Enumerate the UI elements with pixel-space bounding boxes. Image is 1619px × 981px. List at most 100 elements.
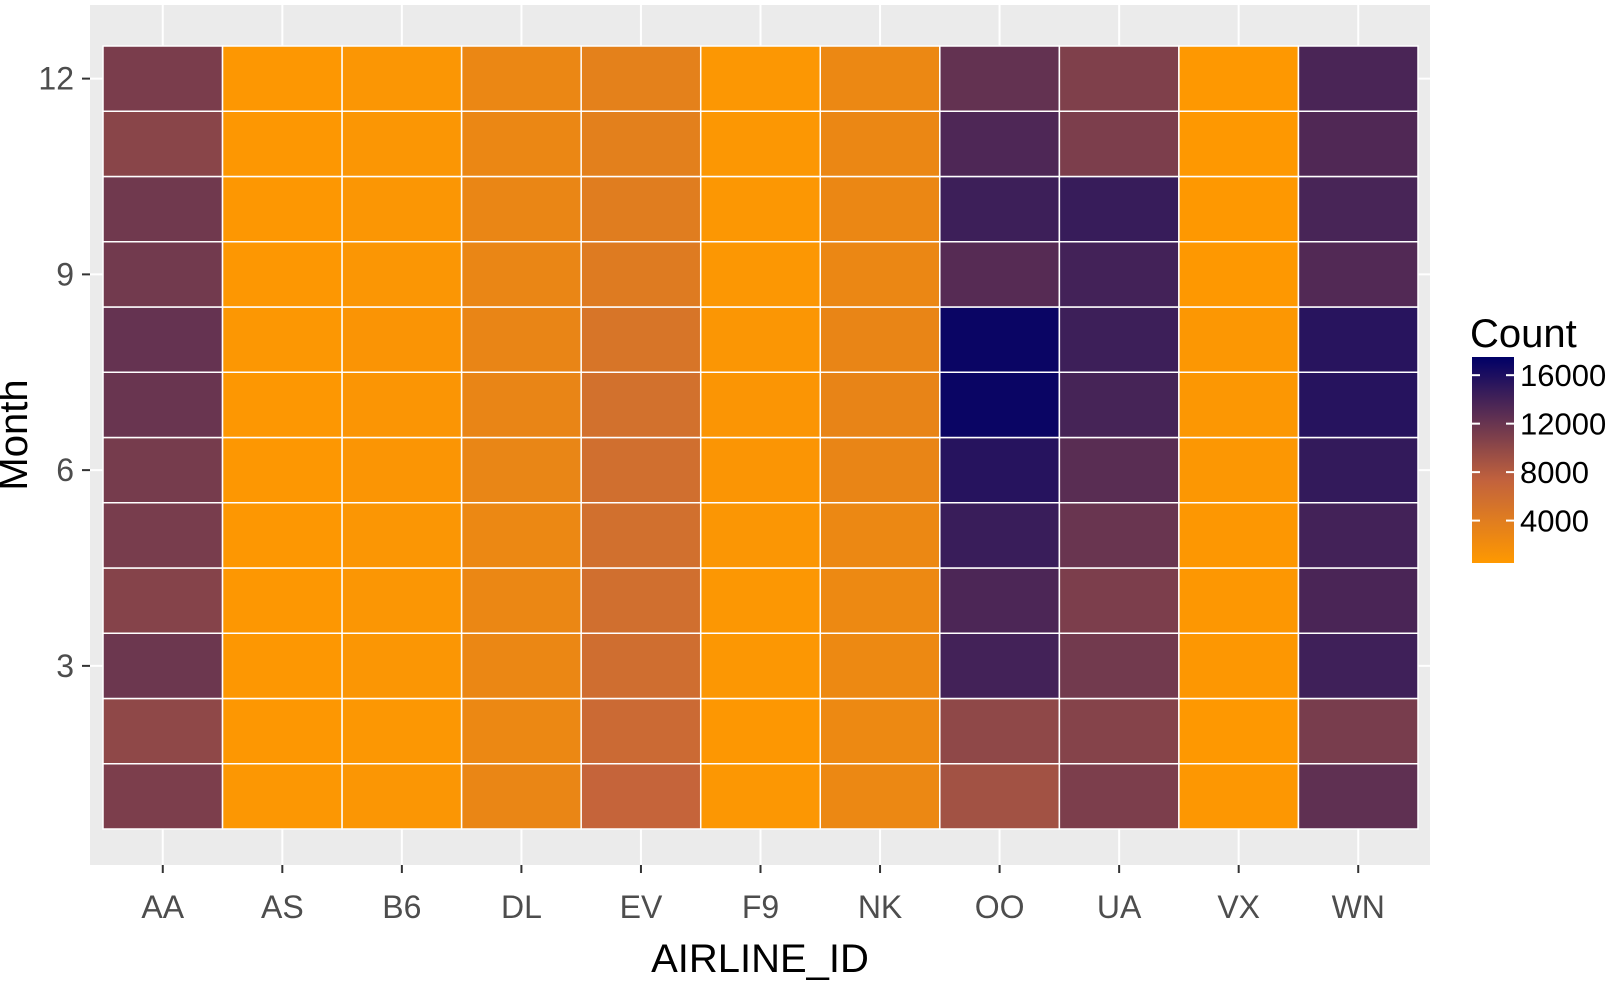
heatmap-tile-F9-month-4 — [699, 567, 822, 634]
heatmap-tile-EV-month-8 — [580, 306, 702, 373]
heatmap-tile-B6-month-11 — [341, 110, 463, 178]
heatmap-tile-UA-month-5 — [1058, 502, 1180, 569]
heatmap-tiles — [102, 45, 1419, 830]
heatmap-tile-UA-month-10 — [1058, 175, 1180, 243]
heatmap-tile-OO-month-10 — [939, 175, 1061, 243]
heatmap-tile-F9-month-11 — [699, 110, 822, 178]
heatmap-tile-WN-month-4 — [1297, 567, 1419, 634]
heatmap-tile-EV-month-5 — [580, 502, 702, 569]
heatmap-tile-UA-month-3 — [1058, 632, 1180, 700]
heatmap-tile-WN-month-9 — [1297, 241, 1419, 308]
heatmap-tile-NK-month-8 — [819, 306, 941, 373]
heatmap-tile-WN-month-12 — [1297, 45, 1419, 112]
y-axis-title: Month — [0, 379, 36, 490]
heatmap-tile-AS-month-7 — [221, 371, 343, 439]
heatmap-tile-B6-month-5 — [341, 502, 463, 569]
heatmap-tile-AS-month-2 — [221, 697, 343, 765]
heatmap-tile-EV-month-9 — [580, 241, 702, 308]
heatmap-tile-VX-month-11 — [1178, 110, 1300, 178]
y-tick-label: 3 — [56, 648, 74, 684]
heatmap-tile-AA-month-5 — [102, 502, 224, 569]
heatmap-tile-B6-month-9 — [341, 241, 463, 308]
heatmap-tile-EV-month-10 — [580, 175, 702, 243]
heatmap-tile-UA-month-6 — [1058, 436, 1180, 504]
heatmap-tile-NK-month-3 — [819, 632, 941, 700]
heatmap-tile-AS-month-4 — [221, 567, 343, 634]
heatmap-tile-AS-month-8 — [221, 306, 343, 373]
heatmap-tile-OO-month-6 — [939, 436, 1061, 504]
heatmap-tile-UA-month-1 — [1058, 763, 1180, 830]
legend-label: 4000 — [1520, 504, 1589, 539]
heatmap-tile-VX-month-3 — [1178, 632, 1300, 700]
heatmap-tile-AA-month-3 — [102, 632, 224, 700]
heatmap-tile-DL-month-5 — [460, 502, 582, 569]
heatmap-tile-NK-month-12 — [819, 45, 941, 112]
heatmap-tile-WN-month-1 — [1297, 763, 1419, 830]
heatmap-tile-VX-month-8 — [1178, 306, 1300, 373]
x-tick-label: AS — [261, 889, 304, 925]
x-tick-label: EV — [620, 889, 663, 925]
heatmap-tile-AA-month-6 — [102, 436, 224, 504]
heatmap-tile-AS-month-12 — [221, 45, 343, 112]
heatmap-tile-F9-month-7 — [699, 371, 822, 439]
x-tick-label: B6 — [382, 889, 421, 925]
heatmap-tile-OO-month-9 — [939, 241, 1061, 308]
heatmap-tile-NK-month-11 — [819, 110, 941, 178]
heatmap-tile-DL-month-2 — [460, 697, 582, 765]
heatmap-tile-UA-month-7 — [1058, 371, 1180, 439]
heatmap-tile-AA-month-11 — [102, 110, 224, 178]
heatmap-tile-WN-month-8 — [1297, 306, 1419, 373]
heatmap-tile-B6-month-7 — [341, 371, 463, 439]
y-tick-label: 12 — [38, 61, 74, 97]
heatmap-tile-WN-month-2 — [1297, 697, 1419, 765]
heatmap-tile-OO-month-7 — [939, 371, 1061, 439]
y-tick-label: 6 — [56, 452, 74, 488]
legend-label: 12000 — [1520, 407, 1606, 442]
heatmap-tile-AS-month-3 — [221, 632, 343, 700]
heatmap-tile-F9-month-1 — [699, 763, 822, 830]
heatmap-tile-AS-month-6 — [221, 436, 343, 504]
heatmap-tile-OO-month-3 — [939, 632, 1061, 700]
x-axis-title: AIRLINE_ID — [651, 937, 869, 981]
heatmap-tile-NK-month-7 — [819, 371, 941, 439]
heatmap-tile-AS-month-5 — [221, 502, 343, 569]
heatmap-tile-OO-month-4 — [939, 567, 1061, 634]
legend-colorbar — [1472, 357, 1514, 563]
heatmap-tile-EV-month-1 — [580, 763, 702, 830]
heatmap-tile-B6-month-4 — [341, 567, 463, 634]
heatmap-tile-UA-month-2 — [1058, 697, 1180, 765]
heatmap-tile-WN-month-7 — [1297, 371, 1419, 439]
x-tick-label: VX — [1217, 889, 1260, 925]
heatmap-tile-F9-month-9 — [699, 241, 822, 308]
heatmap-tile-UA-month-12 — [1058, 45, 1180, 112]
heatmap-tile-AA-month-4 — [102, 567, 224, 634]
y-axis: 3 6 9 12 — [38, 61, 90, 684]
heatmap-tile-AA-month-9 — [102, 241, 224, 308]
legend: Count 4000 8000 12000 16000 — [1470, 312, 1606, 563]
x-tick-label: DL — [501, 889, 542, 925]
heatmap-tile-NK-month-2 — [819, 697, 941, 765]
heatmap-tile-B6-month-2 — [341, 697, 463, 765]
heatmap-tile-DL-month-1 — [460, 763, 582, 830]
heatmap-tile-DL-month-6 — [460, 436, 582, 504]
heatmap-tile-F9-month-8 — [699, 306, 822, 373]
heatmap-tile-VX-month-1 — [1178, 763, 1300, 830]
heatmap-tile-OO-month-11 — [939, 110, 1061, 178]
heatmap-tile-B6-month-1 — [341, 763, 463, 830]
heatmap-tile-AS-month-11 — [221, 110, 343, 178]
heatmap-tile-OO-month-2 — [939, 697, 1061, 765]
x-tick-label: F9 — [742, 889, 779, 925]
heatmap-tile-F9-month-12 — [699, 45, 822, 112]
heatmap-tile-EV-month-7 — [580, 371, 702, 439]
heatmap-tile-F9-month-2 — [699, 697, 822, 765]
heatmap-tile-VX-month-12 — [1178, 45, 1300, 112]
heatmap-tile-UA-month-8 — [1058, 306, 1180, 373]
heatmap-tile-B6-month-12 — [341, 45, 463, 112]
heatmap-tile-EV-month-3 — [580, 632, 702, 700]
heatmap-tile-VX-month-7 — [1178, 371, 1300, 439]
heatmap-tile-AA-month-8 — [102, 306, 224, 373]
heatmap-tile-AA-month-1 — [102, 763, 224, 830]
heatmap-tile-AS-month-10 — [221, 175, 343, 243]
y-tick-label: 9 — [56, 256, 74, 292]
